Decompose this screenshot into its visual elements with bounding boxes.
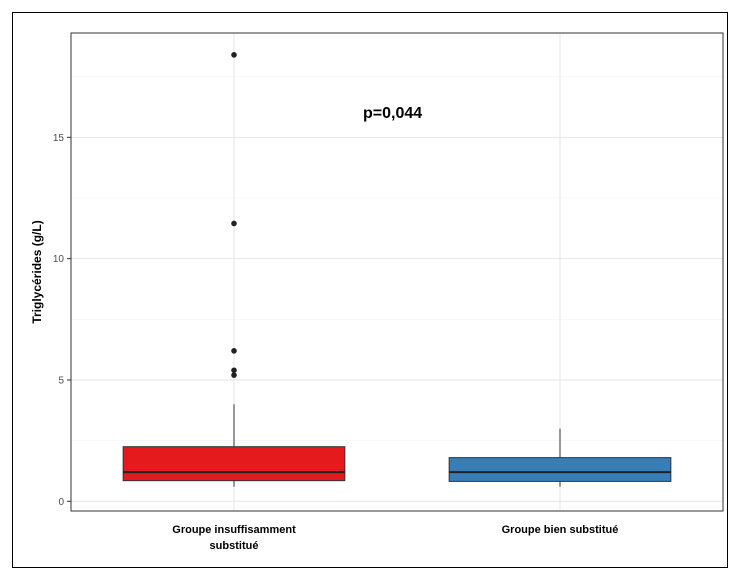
axes: 0 5 10 15 Groupe insuffisamment substitué Grou… xyxy=(53,32,724,552)
box-group xyxy=(448,428,672,487)
boxes xyxy=(122,52,672,487)
outlier-point xyxy=(231,372,237,378)
p-value-annotation: p=0,044 xyxy=(363,105,422,122)
x-category-label: substitué xyxy=(210,540,259,552)
boxplot-chart: 0 5 10 15 Groupe insuffisamment substitué Grou… xyxy=(30,32,724,552)
panel-border xyxy=(70,32,724,512)
y-tick-label: 15 xyxy=(53,133,65,144)
box-group xyxy=(122,52,346,487)
x-category-label: Groupe insuffisamment xyxy=(172,524,296,536)
y-tick-label: 5 xyxy=(58,375,64,386)
chart-frame: 0 5 10 15 Groupe insuffisamment substitué Grou… xyxy=(12,12,728,568)
y-tick-label: 0 xyxy=(58,497,64,508)
outlier-point xyxy=(231,348,237,354)
box-body xyxy=(122,446,346,482)
outlier-point xyxy=(231,220,237,227)
x-category-label: Groupe bien substitué xyxy=(502,524,619,536)
y-axis-label: Triglycérides (g/L) xyxy=(30,220,44,323)
outlier-point xyxy=(231,52,237,58)
y-tick-label: 10 xyxy=(53,254,65,265)
box-body xyxy=(448,457,672,482)
outlier-point xyxy=(231,367,237,374)
